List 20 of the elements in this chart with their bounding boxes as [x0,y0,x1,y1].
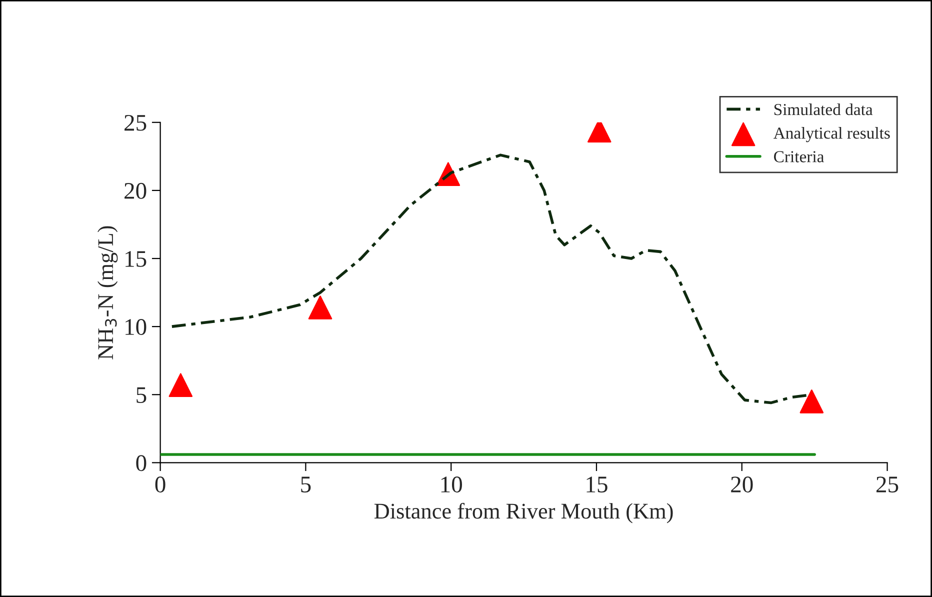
x-tick-label: 15 [586,476,608,492]
y-tick-label: 15 [126,251,146,267]
x-tick-label: 10 [441,476,462,492]
point [308,296,332,320]
legend-label: Analytical results [774,127,890,142]
y-tick-label: 0 [136,455,146,472]
y-tick-label: 10 [126,319,146,335]
x-tick-label: 0 [155,476,166,492]
y-tick-label: 5 [136,387,146,404]
point [168,373,193,397]
y-axis-title: NH$_{3}$-N (mg/L) [98,226,118,360]
x-axis-title: Distance from River Mouth (Km) [374,502,673,524]
legend-label: Criteria [774,151,824,162]
x-tick-label: 20 [731,476,753,492]
legend-label: Simulated data [774,103,873,116]
y-tick-label: 20 [124,182,146,199]
x-tick-label: 25 [876,476,898,492]
x-tick-label: 5 [301,476,311,492]
point [800,390,824,414]
y-tick-label: 25 [124,114,146,131]
